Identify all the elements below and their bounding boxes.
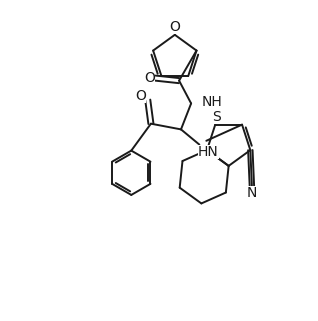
Text: HN: HN <box>198 144 218 159</box>
Text: O: O <box>144 71 155 85</box>
Text: S: S <box>212 110 221 124</box>
Text: NH: NH <box>201 95 222 109</box>
Text: O: O <box>169 20 180 34</box>
Text: N: N <box>247 186 257 200</box>
Text: O: O <box>135 89 146 103</box>
